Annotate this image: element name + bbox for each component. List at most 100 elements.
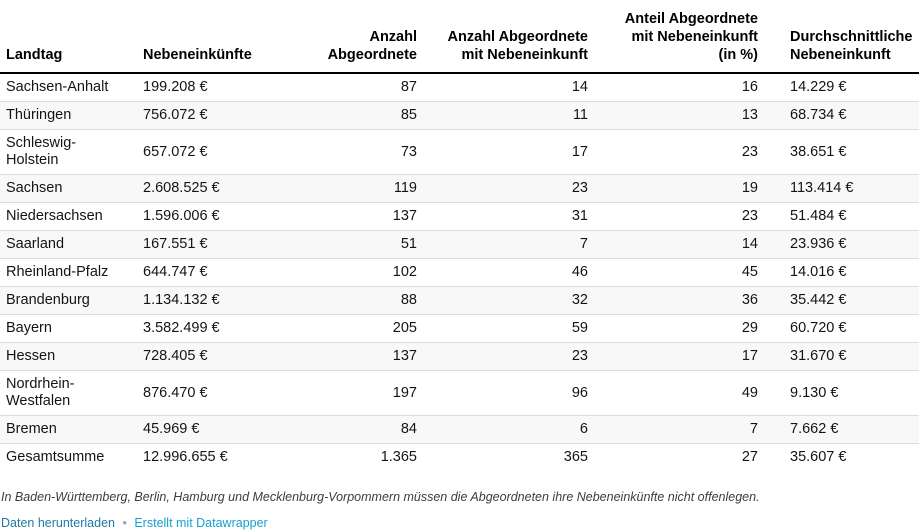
table-cell: Rheinland-Pfalz bbox=[6, 264, 109, 280]
table-cell: Hessen bbox=[6, 348, 56, 364]
table-cell: Saarland bbox=[6, 236, 65, 252]
table-cell: 88 bbox=[400, 292, 417, 308]
column-header-durchschnittliche-nebeneinkunft: Durchschnittliche Nebeneinkunft bbox=[790, 29, 913, 63]
table-row: Rheinland-Pfalz 644.747 € 102 46 45 14.016 € bbox=[0, 258, 919, 287]
table-cell: 17 bbox=[571, 143, 588, 160]
table-cell: 85 bbox=[400, 107, 417, 123]
table-row: Bayern 3.582.499 € 205 59 29 60.720 € bbox=[0, 314, 919, 343]
table-cell: 36 bbox=[741, 292, 758, 308]
table-cell: 657.072 € bbox=[143, 143, 208, 160]
table-cell: 756.072 € bbox=[143, 107, 208, 123]
table-cell: 728.405 € bbox=[143, 348, 208, 364]
table-cell: 32 bbox=[571, 292, 588, 308]
table-cell: 51.484 € bbox=[790, 208, 847, 224]
table-cell: 167.551 € bbox=[143, 236, 208, 252]
table-cell: 35.442 € bbox=[790, 292, 847, 308]
table-cell: 16 bbox=[741, 79, 758, 95]
table-cell: 45 bbox=[741, 264, 758, 280]
table-cell: 197 bbox=[392, 384, 417, 401]
column-header-anteil-abgeordnete-mit-nebeneinkunft: Anteil Abgeordnete mit Nebeneinkunft (in… bbox=[624, 11, 758, 63]
table-row: Saarland 167.551 € 51 7 14 23.936 € bbox=[0, 230, 919, 259]
table-cell: 6 bbox=[579, 421, 588, 437]
table-cell: 9.130 € bbox=[790, 384, 839, 401]
table-cell: Niedersachsen bbox=[6, 208, 103, 224]
table-cell: 876.470 € bbox=[143, 384, 208, 401]
table-cell: 199.208 € bbox=[143, 79, 208, 95]
table-cell: 23 bbox=[571, 348, 588, 364]
table-cell: 17 bbox=[741, 348, 758, 364]
table-row: Sachsen-Anhalt 199.208 € 87 14 16 14.229 € bbox=[0, 73, 919, 102]
nebeneinkuenfte-table: Landtag Nebeneinkünfte Anzahl Abgeordnete A… bbox=[0, 4, 919, 471]
table-cell: 23 bbox=[571, 180, 588, 196]
table-cell: 137 bbox=[392, 208, 417, 224]
table-cell: Bayern bbox=[6, 320, 52, 336]
table-cell: 3.582.499 € bbox=[143, 320, 220, 336]
link-separator: • bbox=[122, 516, 127, 530]
table-row: Sachsen 2.608.525 € 119 23 19 113.414 € bbox=[0, 174, 919, 203]
table-cell: 365 bbox=[563, 449, 588, 465]
datawrapper-table-widget: Landtag Nebeneinkünfte Anzahl Abgeordnete A… bbox=[0, 4, 919, 531]
table-footer: In Baden-Württemberg, Berlin, Hamburg un… bbox=[0, 489, 919, 531]
table-cell: 49 bbox=[741, 384, 758, 401]
download-data-link[interactable]: Daten herunterladen bbox=[1, 516, 115, 530]
table-cell: 13 bbox=[741, 107, 758, 123]
table-cell: Nordrhein-Westfalen bbox=[6, 376, 75, 409]
column-header-landtag: Landtag bbox=[6, 47, 63, 63]
table-row: Nordrhein-Westfalen 876.470 € 197 96 49 9.130… bbox=[0, 370, 919, 416]
table-cell: Schleswig-Holstein bbox=[6, 135, 77, 168]
table-cell: 205 bbox=[392, 320, 417, 336]
header-row: Landtag Nebeneinkünfte Anzahl Abgeordnete A… bbox=[0, 4, 919, 73]
table-row: Niedersachsen 1.596.006 € 137 31 23 51.484 € bbox=[0, 202, 919, 231]
table-cell: 51 bbox=[400, 236, 417, 252]
table-cell: 102 bbox=[392, 264, 417, 280]
table-cell: 23 bbox=[741, 143, 758, 160]
column-header-nebeneinkuenfte: Nebeneinkünfte bbox=[143, 47, 252, 63]
table-cell: Brandenburg bbox=[6, 292, 90, 308]
table-cell: 59 bbox=[571, 320, 588, 336]
table-row-total: Gesamtsumme 12.996.655 € 1.365 365 27 35.607 … bbox=[0, 443, 919, 472]
footer-links: Daten herunterladen • Erstellt mit Dataw… bbox=[1, 515, 919, 531]
table-row: Brandenburg 1.134.132 € 88 32 36 35.442 € bbox=[0, 286, 919, 315]
footnote: In Baden-Württemberg, Berlin, Hamburg un… bbox=[1, 490, 760, 504]
table-row: Hessen 728.405 € 137 23 17 31.670 € bbox=[0, 342, 919, 371]
table-cell: 29 bbox=[741, 320, 758, 336]
table-cell: Bremen bbox=[6, 421, 57, 437]
table-cell: 14 bbox=[741, 236, 758, 252]
table-cell: 113.414 € bbox=[790, 180, 854, 196]
table-cell: 87 bbox=[400, 79, 417, 95]
table-cell: 60.720 € bbox=[790, 320, 847, 336]
table-cell: 14.016 € bbox=[790, 264, 847, 280]
table-cell: 137 bbox=[392, 348, 417, 364]
table-cell: 14.229 € bbox=[790, 79, 847, 95]
datawrapper-attribution-link[interactable]: Erstellt mit Datawrapper bbox=[134, 516, 268, 530]
table-cell: 96 bbox=[571, 384, 588, 401]
table-cell: 27 bbox=[741, 449, 758, 465]
table-cell: 38.651 € bbox=[790, 143, 847, 160]
table-cell: Thüringen bbox=[6, 107, 72, 123]
table-cell: 14 bbox=[571, 79, 588, 95]
table-cell: 23 bbox=[741, 208, 758, 224]
table-cell: 31 bbox=[571, 208, 588, 224]
table-cell: 31.670 € bbox=[790, 348, 847, 364]
table-cell: Gesamtsumme bbox=[6, 449, 105, 465]
column-header-anzahl-abgeordnete: Anzahl Abgeordnete bbox=[327, 29, 417, 63]
table-row: Bremen 45.969 € 84 6 7 7.662 € bbox=[0, 415, 919, 444]
table-cell: 73 bbox=[400, 143, 417, 160]
table-cell: 7 bbox=[579, 236, 588, 252]
table-body: Sachsen-Anhalt 199.208 € 87 14 16 14.229 € Thü… bbox=[0, 73, 919, 471]
table-cell: 11 bbox=[572, 107, 588, 123]
table-row: Thüringen 756.072 € 85 11 13 68.734 € bbox=[0, 101, 919, 130]
table-cell: 1.134.132 € bbox=[143, 292, 220, 308]
table-cell: 45.969 € bbox=[143, 421, 200, 437]
table-cell: Sachsen-Anhalt bbox=[6, 79, 109, 95]
table-cell: 23.936 € bbox=[790, 236, 847, 252]
table-cell: 119 bbox=[393, 180, 417, 196]
table-cell: 19 bbox=[741, 180, 758, 196]
table-cell: 644.747 € bbox=[143, 264, 208, 280]
table-cell: 46 bbox=[571, 264, 588, 280]
table-cell: 68.734 € bbox=[790, 107, 847, 123]
table-cell: 7.662 € bbox=[790, 421, 839, 437]
table-cell: 35.607 € bbox=[790, 449, 847, 465]
table-cell: 1.596.006 € bbox=[143, 208, 220, 224]
table-cell: 12.996.655 € bbox=[143, 449, 228, 465]
